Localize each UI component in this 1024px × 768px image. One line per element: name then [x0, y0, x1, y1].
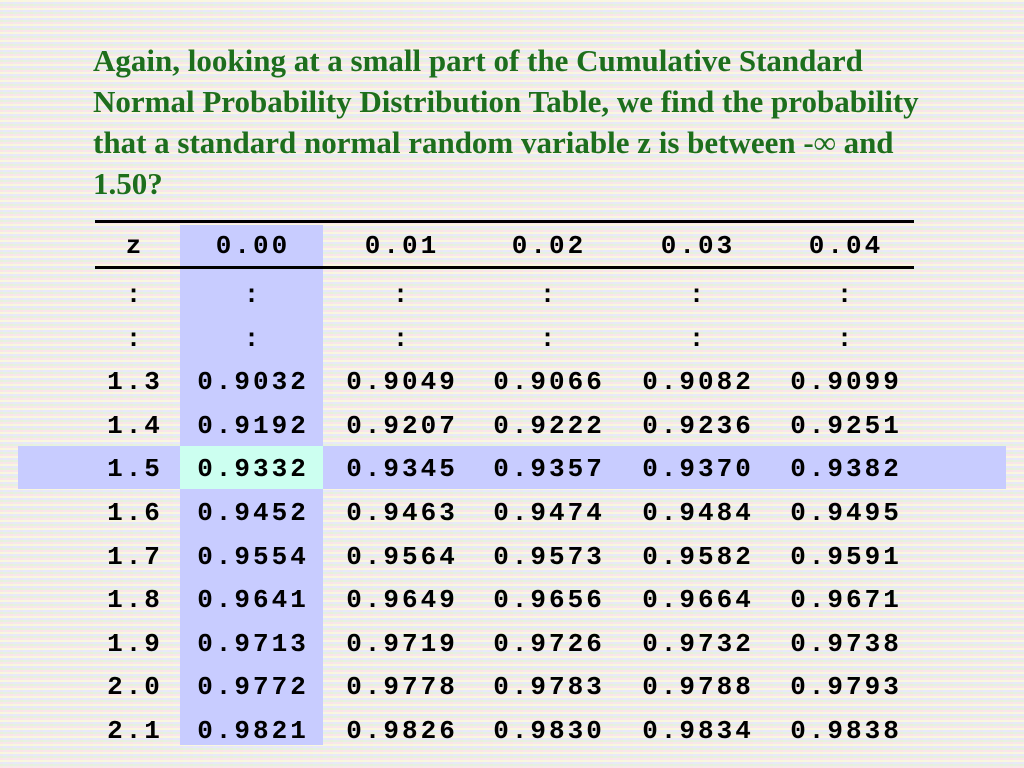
- probability-cell: 0.9664: [642, 585, 754, 616]
- probability-cell: 0.9564: [346, 541, 458, 572]
- probability-cell: 0.9641: [197, 585, 309, 616]
- probability-cell: 0.9382: [790, 454, 902, 485]
- heading: Again, looking at a small part of the Cu…: [93, 43, 919, 201]
- probability-cell: 0.9207: [346, 410, 458, 441]
- probability-cell: 0.9732: [642, 628, 754, 659]
- probability-cell: 0.9463: [346, 498, 458, 528]
- z-cell: 1.6: [107, 498, 163, 528]
- probability-cell: 0.9772: [197, 672, 309, 703]
- table-top-rule: [95, 220, 914, 223]
- probability-cell: 0.9826: [346, 716, 458, 746]
- probability-cell: 0.9656: [493, 585, 605, 616]
- probability-cell: 0.9834: [642, 716, 754, 746]
- probability-cell: 0.9222: [493, 410, 605, 441]
- z-cell: 2.0: [107, 672, 163, 703]
- probability-cell: 0.9573: [493, 541, 605, 572]
- probability-cell: 0.9793: [790, 672, 902, 703]
- probability-cell: 0.9370: [642, 454, 754, 485]
- z-cell: 1.4: [107, 410, 163, 441]
- z-cell: 1.5: [107, 454, 163, 485]
- header-cell: z: [125, 231, 145, 261]
- header-rule: [95, 266, 914, 269]
- probability-cell: 0.9345: [346, 454, 458, 485]
- probability-cell: :: [836, 323, 856, 354]
- probability-cell: 0.9830: [493, 716, 605, 746]
- probability-cell: :: [688, 323, 708, 354]
- probability-cell: 0.9821: [197, 716, 309, 746]
- z-cell: 1.8: [107, 585, 163, 616]
- probability-cell: 0.9726: [493, 628, 605, 659]
- probability-cell: 0.9049: [346, 367, 458, 398]
- probability-cell: :: [539, 280, 559, 310]
- probability-cell: 0.9591: [790, 541, 902, 572]
- probability-cell: :: [392, 280, 412, 310]
- probability-cell: 0.9099: [790, 367, 902, 398]
- probability-cell: 0.9484: [642, 498, 754, 528]
- z-cell: 1.9: [107, 628, 163, 659]
- probability-cell: 0.9783: [493, 672, 605, 703]
- header-cell: 0.03: [660, 231, 736, 261]
- probability-cell: 0.9671: [790, 585, 902, 616]
- probability-cell: 0.9582: [642, 541, 754, 572]
- probability-cell: :: [688, 280, 708, 310]
- probability-cell: 0.9738: [790, 628, 902, 659]
- probability-cell: 0.9495: [790, 498, 902, 528]
- header-cell: 0.04: [808, 231, 884, 261]
- probability-cell: :: [392, 323, 412, 354]
- probability-cell: 0.9032: [197, 367, 309, 398]
- probability-cell: 0.9192: [197, 410, 309, 441]
- probability-cell: 0.9236: [642, 410, 754, 441]
- probability-cell: 0.9452: [197, 498, 309, 528]
- probability-cell: 0.9713: [197, 628, 309, 659]
- probability-cell: 0.9788: [642, 672, 754, 703]
- probability-cell: 0.9719: [346, 628, 458, 659]
- probability-cell: 0.9357: [493, 454, 605, 485]
- probability-cell: 0.9649: [346, 585, 458, 616]
- probability-cell: :: [836, 280, 856, 310]
- z-cell: 1.3: [107, 367, 163, 398]
- probability-cell: :: [243, 323, 263, 354]
- probability-cell: 0.9082: [642, 367, 754, 398]
- probability-cell: :: [243, 280, 263, 310]
- probability-cell: 0.9778: [346, 672, 458, 703]
- header-cell: 0.00: [215, 231, 291, 261]
- probability-cell: 0.9066: [493, 367, 605, 398]
- z-cell: :: [125, 280, 145, 310]
- probability-cell: 0.9554: [197, 541, 309, 572]
- cell-highlight: [180, 446, 323, 489]
- z-cell: 1.7: [107, 541, 163, 572]
- probability-cell: 0.9332: [197, 454, 309, 485]
- probability-cell: 0.9251: [790, 410, 902, 441]
- probability-cell: :: [539, 323, 559, 354]
- probability-cell: 0.9838: [790, 716, 902, 746]
- z-cell: :: [125, 323, 145, 354]
- header-cell: 0.01: [364, 231, 440, 261]
- z-cell: 2.1: [107, 716, 163, 746]
- header-cell: 0.02: [511, 231, 587, 261]
- probability-cell: 0.9474: [493, 498, 605, 528]
